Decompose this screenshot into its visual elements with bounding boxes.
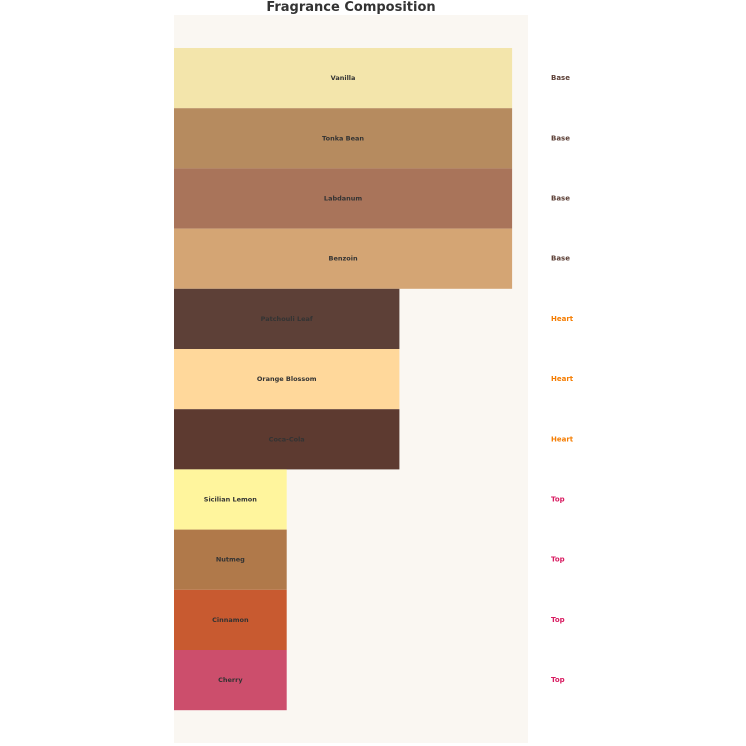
bar-label: Cherry	[218, 676, 243, 684]
bar-label: Nutmeg	[216, 556, 245, 564]
bar	[174, 48, 513, 109]
bar	[174, 409, 400, 470]
group-label: Top	[551, 676, 565, 684]
bar	[174, 228, 513, 289]
bar-label: Sicilian Lemon	[204, 496, 258, 504]
group-label: Base	[551, 255, 570, 263]
group-label: Top	[551, 616, 565, 624]
group-label: Top	[551, 556, 565, 564]
bar-label: Labdanum	[324, 195, 362, 203]
bar	[174, 168, 513, 229]
bar-label: Benzoin	[328, 255, 357, 263]
group-label: Heart	[551, 315, 574, 323]
group-label: Top	[551, 496, 565, 504]
group-label: Heart	[551, 435, 574, 443]
bar	[174, 529, 287, 590]
bar	[174, 469, 287, 530]
bar-label: Coca-Cola	[269, 435, 305, 443]
chart-title: Fragrance Composition	[266, 0, 436, 15]
group-label: Heart	[551, 375, 574, 383]
bar-label: Tonka Bean	[322, 134, 364, 142]
bar	[174, 288, 400, 349]
bar	[174, 589, 287, 650]
group-label: Base	[551, 74, 570, 82]
group-label: Base	[551, 134, 570, 142]
group-label: Base	[551, 195, 570, 203]
bar-label: Cinnamon	[212, 616, 249, 624]
bar	[174, 349, 400, 410]
bar	[174, 650, 287, 711]
bar-label: Orange Blossom	[257, 375, 317, 383]
bar-label: Patchouli Leaf	[261, 315, 313, 323]
bar-label: Vanilla	[331, 74, 356, 82]
bar	[174, 108, 513, 169]
